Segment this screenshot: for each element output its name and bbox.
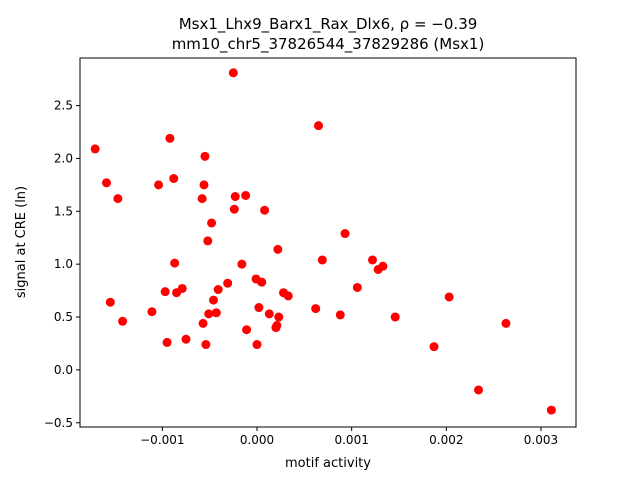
data-point — [177, 283, 187, 293]
data-point — [314, 121, 324, 131]
data-point — [474, 385, 483, 395]
data-point — [197, 194, 207, 204]
data-point — [340, 229, 350, 239]
data-point — [102, 178, 111, 188]
y-tick-label: 2.0 — [54, 151, 73, 165]
data-point — [228, 68, 238, 78]
data-points — [90, 68, 556, 415]
data-point — [260, 205, 270, 215]
data-point — [229, 204, 239, 214]
data-point — [165, 133, 175, 143]
data-point — [198, 318, 208, 328]
data-point — [242, 325, 252, 335]
data-point — [208, 295, 218, 305]
chart-title-line2: mm10_chr5_37826544_37829286 (Msx1) — [172, 35, 485, 54]
x-tick-label: −0.001 — [140, 433, 184, 447]
data-point — [335, 310, 345, 320]
x-tick-label: 0.003 — [524, 433, 558, 447]
x-axis-ticks: −0.001 0.000 0.001 0.002 0.003 — [140, 427, 558, 447]
data-point — [213, 285, 223, 295]
data-point — [237, 259, 247, 269]
y-tick-label: −0.5 — [44, 416, 73, 430]
plot-area-frame — [79, 57, 577, 428]
data-point — [160, 287, 170, 297]
y-tick-label: 0.5 — [54, 310, 73, 324]
data-point — [367, 255, 377, 265]
data-point — [162, 337, 172, 347]
data-point — [211, 308, 221, 318]
x-tick-label: 0.000 — [240, 433, 274, 447]
data-point — [200, 151, 210, 161]
data-point — [230, 192, 240, 202]
y-tick-label: 0.0 — [54, 363, 73, 377]
data-point — [546, 405, 556, 415]
data-point — [429, 342, 439, 352]
data-point — [118, 316, 128, 326]
data-point — [352, 282, 362, 292]
data-point — [203, 236, 213, 246]
data-point — [170, 258, 180, 268]
x-axis-label: motif activity — [285, 456, 371, 471]
data-point — [257, 277, 267, 287]
data-point — [207, 218, 217, 228]
data-point — [181, 334, 191, 344]
y-axis-label: signal at CRE (ln) — [14, 186, 29, 298]
data-point — [501, 318, 511, 328]
data-point — [264, 309, 274, 319]
data-point — [390, 312, 400, 322]
data-point — [204, 309, 214, 319]
y-tick-label: 1.0 — [54, 257, 73, 271]
data-point — [378, 261, 388, 271]
data-point — [223, 278, 233, 288]
chart-title-line1: Msx1_Lhx9_Barx1_Rax_Dlx6, ρ = −0.39 — [179, 15, 478, 34]
x-tick-label: 0.001 — [334, 433, 368, 447]
data-point — [201, 340, 211, 350]
data-point — [444, 292, 454, 302]
x-tick-label: 0.002 — [429, 433, 463, 447]
data-point — [252, 340, 262, 350]
data-point — [147, 307, 157, 317]
data-point — [283, 291, 293, 301]
data-point — [272, 321, 282, 330]
data-point — [311, 304, 321, 314]
data-point — [273, 244, 283, 254]
data-point — [274, 312, 284, 322]
data-point — [241, 190, 251, 200]
data-point — [154, 180, 164, 190]
y-tick-label: 2.5 — [54, 99, 73, 113]
data-point — [199, 180, 209, 190]
data-point — [254, 303, 264, 313]
data-point — [90, 144, 100, 154]
data-point — [105, 297, 115, 307]
y-tick-label: 1.5 — [54, 204, 73, 218]
y-axis-ticks: −0.5 0.0 0.5 1.0 1.5 2.0 2.5 — [44, 99, 80, 430]
data-point — [169, 174, 179, 184]
data-point — [317, 255, 327, 265]
data-point — [113, 194, 123, 204]
